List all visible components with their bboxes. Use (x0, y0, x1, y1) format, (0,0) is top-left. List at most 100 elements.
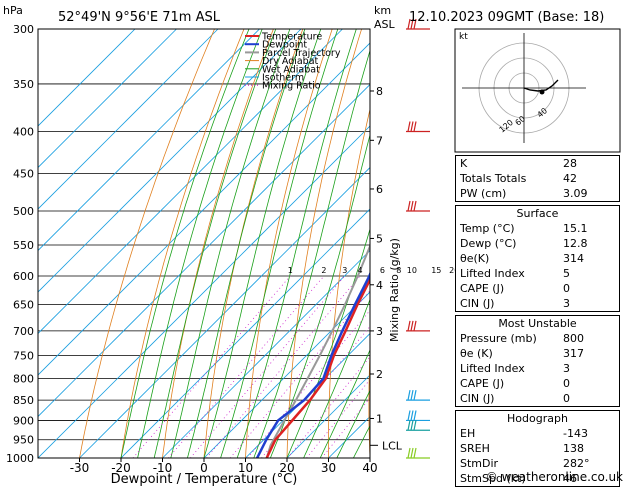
km-tick-label: 7 (376, 134, 383, 147)
wet-adiabat-line (204, 29, 321, 458)
lcl-label: LCL (382, 439, 403, 452)
surface-label: CIN (J) (460, 296, 494, 311)
surface-value: 12.8 (563, 236, 615, 251)
index-label: PW (cm) (460, 186, 506, 201)
mu-label: Lifted Index (460, 361, 525, 376)
pressure-tick-label: 350 (13, 78, 34, 91)
mixing-ratio-line (190, 276, 344, 458)
most-unstable-box: Most Unstable Pressure (mb) 800 θe (K)317… (455, 315, 620, 407)
surface-label: Temp (°C) (460, 221, 515, 236)
right-unit-km: km (374, 4, 391, 17)
legend-label: Mixing Ratio (262, 81, 321, 92)
pressure-tick-label: 800 (13, 372, 34, 385)
wind-barb-flag (414, 448, 416, 458)
mixing-ratio-line (248, 276, 399, 458)
pressure-tick-label: 450 (13, 167, 34, 180)
surface-row: Dewp (°C)12.8 (456, 236, 619, 251)
pressure-tick-label: 600 (13, 270, 34, 283)
wind-barb-flag (408, 201, 410, 211)
surface-value: 5 (563, 266, 615, 281)
chart-profiles (257, 29, 471, 458)
index-value: 3.09 (563, 186, 615, 201)
mu-row: Pressure (mb) 800 (456, 331, 619, 346)
hodograph-unit: kt (459, 32, 468, 42)
km-tick-label: 3 (376, 325, 383, 338)
index-label: Totals Totals (460, 171, 526, 186)
wind-barb-flag (414, 410, 416, 420)
hodograph-stats-title: Hodograph (456, 411, 619, 426)
wind-barb-flag (408, 448, 410, 458)
wind-barb-flag (411, 410, 413, 420)
hodo-row: EH-143 (456, 426, 619, 441)
dry-adiabat-line (121, 29, 244, 458)
mixing-ratio-label: 2 (321, 266, 326, 275)
wind-barb-flag (414, 122, 416, 132)
surface-value: 15.1 (563, 221, 615, 236)
surface-row: θe(K)314 (456, 251, 619, 266)
mixing-ratio-label: 3 (342, 266, 347, 275)
mu-value: 0 (563, 376, 615, 391)
pressure-tick-label: 500 (13, 205, 34, 218)
wind-barb-flag (411, 321, 413, 331)
wet-adiabat-line (237, 29, 356, 458)
isotherm-line (80, 29, 509, 458)
hodo-value: -143 (563, 426, 615, 441)
wind-barb-flag (408, 420, 410, 430)
index-label: K (460, 156, 467, 171)
dry-adiabat-line (163, 29, 274, 458)
km-tick-label: 4 (376, 279, 383, 292)
wind-barb-flag (408, 410, 410, 420)
surface-label: Lifted Index (460, 266, 525, 281)
datetime-title: 12.10.2023 09GMT (Base: 18) (409, 10, 604, 25)
km-tick-label: 6 (376, 183, 383, 196)
wet-adiabat-line (171, 29, 290, 458)
isotherm-line (0, 29, 343, 458)
surface-value: 3 (563, 296, 615, 311)
wind-barb-flag (411, 420, 413, 430)
wind-barb-flag (414, 321, 416, 331)
wind-barb-flag (408, 321, 410, 331)
mu-value: 800 (563, 331, 615, 346)
hodo-label: StmDir (460, 456, 498, 471)
km-tick-label: 5 (376, 232, 383, 245)
wind-barb-flag (414, 420, 416, 430)
mu-label: Pressure (mb) (460, 331, 537, 346)
most-unstable-title: Most Unstable (456, 316, 619, 331)
surface-value: 314 (563, 251, 615, 266)
km-tick-label: 8 (376, 85, 383, 98)
mu-label: θe (K) (460, 346, 493, 361)
dry-adiabat-line (620, 29, 629, 458)
dry-adiabat-line (80, 29, 215, 458)
mixing-ratio-label: 1 (288, 266, 293, 275)
pressure-tick-label: 650 (13, 299, 34, 312)
mixing-ratio-label: 6 (380, 266, 385, 275)
pressure-tick-label: 400 (13, 126, 34, 139)
wet-adiabat-line (138, 29, 263, 458)
left-unit-label: hPa (3, 4, 23, 17)
mu-row: CIN (J)0 (456, 391, 619, 406)
mu-row: θe (K)317 (456, 346, 619, 361)
location-title: 52°49'N 9°56'E 71m ASL (58, 10, 221, 25)
hodo-label: SREH (460, 441, 490, 456)
pressure-tick-label: 1000 (6, 452, 34, 465)
dry-adiabat-line (408, 29, 450, 458)
surface-title: Surface (456, 206, 619, 221)
surface-label: CAPE (J) (460, 281, 504, 296)
wind-barb-flag (411, 448, 413, 458)
x-axis-title: Dewpoint / Temperature (°C) (111, 472, 298, 486)
pressure-tick-label: 850 (13, 394, 34, 407)
mixing-ratio-label: 10 (407, 266, 417, 275)
copyright-footer[interactable]: © weatheronline.co.uk (486, 470, 623, 484)
wind-barb-flag (414, 390, 416, 400)
mu-value: 0 (563, 391, 615, 406)
pressure-tick-label: 950 (13, 434, 34, 447)
isotherm-line (0, 29, 384, 458)
